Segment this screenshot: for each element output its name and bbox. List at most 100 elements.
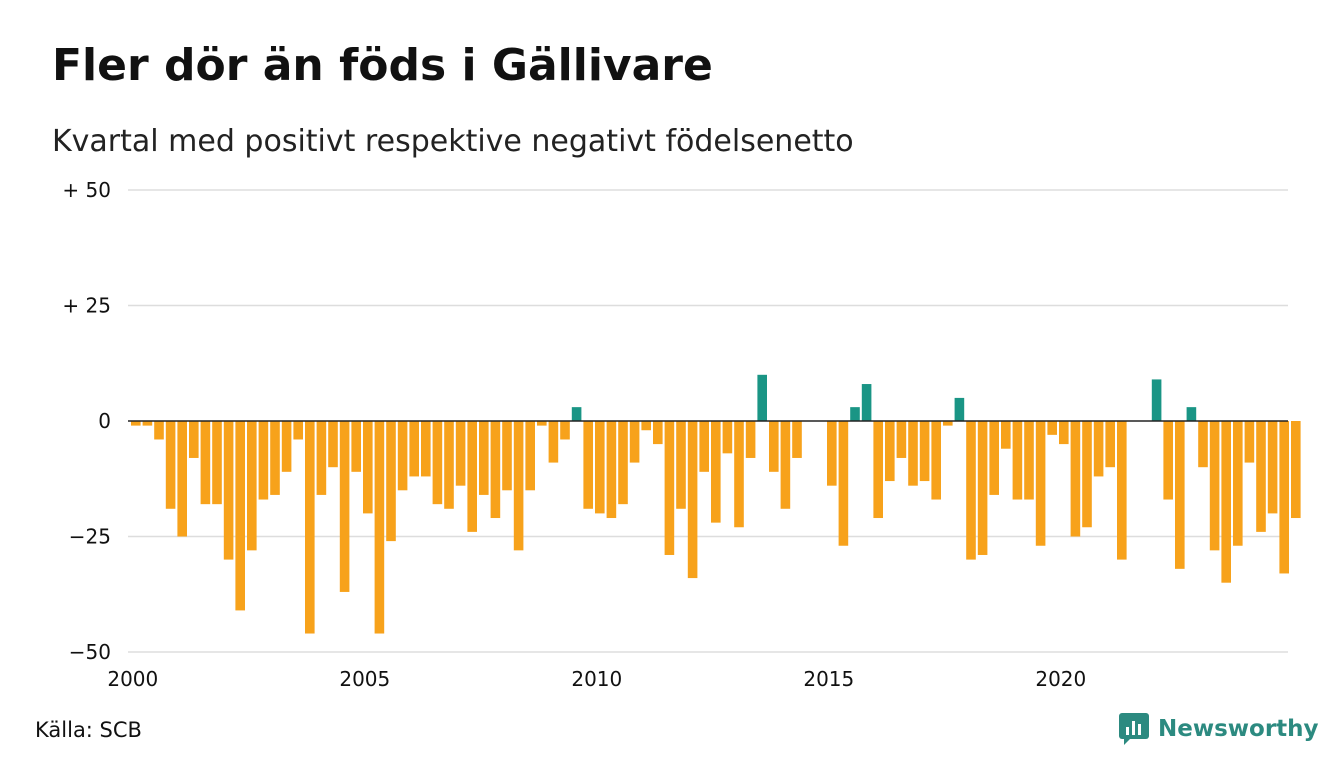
- bar: [722, 421, 733, 454]
- bar: [537, 421, 547, 426]
- bar: [711, 421, 721, 523]
- bar: [653, 421, 663, 445]
- y-tick-label: 0: [98, 409, 111, 433]
- y-axis-ticks: −50 −25 0 + 25 + 50: [62, 178, 111, 664]
- bar: [885, 421, 895, 482]
- x-tick-label: 2020: [1035, 667, 1086, 691]
- bar: [1047, 421, 1057, 435]
- bar: [931, 421, 941, 500]
- bar: [1151, 379, 1162, 421]
- source-label: Källa: SCB: [35, 718, 142, 742]
- bar: [189, 421, 199, 458]
- bar: [873, 421, 883, 519]
- bar: [177, 421, 187, 537]
- bar: [548, 421, 559, 463]
- bar: [606, 421, 617, 519]
- bar: [1082, 421, 1092, 528]
- bar: [200, 421, 211, 505]
- bar: [235, 421, 245, 611]
- chart-subtitle: Kvartal med positivt respektive negativt…: [52, 124, 854, 159]
- x-tick-label: 2015: [803, 667, 854, 691]
- bar: [1209, 421, 1220, 551]
- bar: [1001, 421, 1011, 449]
- bar: [943, 421, 953, 426]
- bar: [467, 421, 477, 532]
- bar: [629, 421, 640, 463]
- newsworthy-icon: [1119, 713, 1149, 745]
- bar: [409, 421, 419, 477]
- bar: [1117, 421, 1127, 560]
- bar: [977, 421, 988, 555]
- bar: [397, 421, 408, 491]
- brand-name: Newsworthy: [1158, 716, 1319, 742]
- bar: [641, 421, 651, 431]
- bar: [699, 421, 709, 472]
- bar: [479, 421, 489, 495]
- bar: [1175, 421, 1185, 569]
- bar: [792, 421, 802, 458]
- bar: [131, 421, 141, 426]
- bar: [316, 421, 327, 495]
- bar: [270, 421, 280, 495]
- bar: [1163, 421, 1173, 500]
- bar: [908, 421, 918, 486]
- bar: [490, 421, 501, 519]
- bar: [328, 421, 338, 468]
- bars: [131, 374, 1301, 634]
- bar: [676, 421, 686, 509]
- bar: [258, 421, 269, 500]
- chart-title: Fler dör än föds i Gällivare: [52, 40, 713, 91]
- bar: [154, 421, 164, 440]
- bar: [780, 421, 791, 509]
- bar: [896, 421, 907, 458]
- bar: [850, 407, 860, 421]
- y-tick-label: + 25: [62, 294, 111, 318]
- bar: [281, 421, 292, 472]
- bar: [374, 421, 385, 634]
- bar: [339, 421, 350, 592]
- bar: [351, 421, 361, 472]
- x-tick-label: 2010: [571, 667, 622, 691]
- bar: [525, 421, 535, 491]
- bar: [1221, 421, 1231, 583]
- x-tick-label: 2005: [339, 667, 390, 691]
- bar: [1035, 421, 1046, 546]
- bar: [363, 421, 373, 514]
- y-tick-label: −50: [69, 640, 111, 664]
- bar: [954, 397, 965, 421]
- bar: [1093, 421, 1104, 477]
- bar: [1070, 421, 1081, 537]
- bar: [745, 421, 756, 458]
- bar: [212, 421, 222, 505]
- y-tick-label: + 50: [62, 178, 111, 202]
- bar: [595, 421, 605, 514]
- bar: [1291, 421, 1301, 519]
- y-tick-label: −25: [69, 525, 111, 549]
- bar: [827, 421, 837, 486]
- bar: [1267, 421, 1278, 514]
- bar: [223, 421, 234, 560]
- bar: [165, 421, 176, 509]
- bar: [687, 421, 698, 579]
- bar: [444, 421, 454, 509]
- bar: [989, 421, 999, 495]
- bar: [293, 421, 303, 440]
- bar: [1186, 407, 1197, 421]
- bar: [432, 421, 443, 505]
- bar: [1233, 421, 1243, 546]
- bar: [305, 421, 315, 634]
- bar: [386, 421, 396, 542]
- x-axis-ticks: 2000 2005 2010 2015 2020: [107, 667, 1086, 691]
- bar: [861, 384, 872, 421]
- bar: [583, 421, 593, 509]
- bar: [734, 421, 744, 528]
- bar: [421, 421, 431, 477]
- bar: [1105, 421, 1115, 468]
- brand-logo: Newsworthy: [1118, 712, 1319, 746]
- bar: [1198, 421, 1208, 468]
- bar: [560, 421, 570, 440]
- bar: [618, 421, 628, 505]
- bar: [757, 374, 767, 421]
- bar: [919, 421, 930, 482]
- bar: [502, 421, 512, 491]
